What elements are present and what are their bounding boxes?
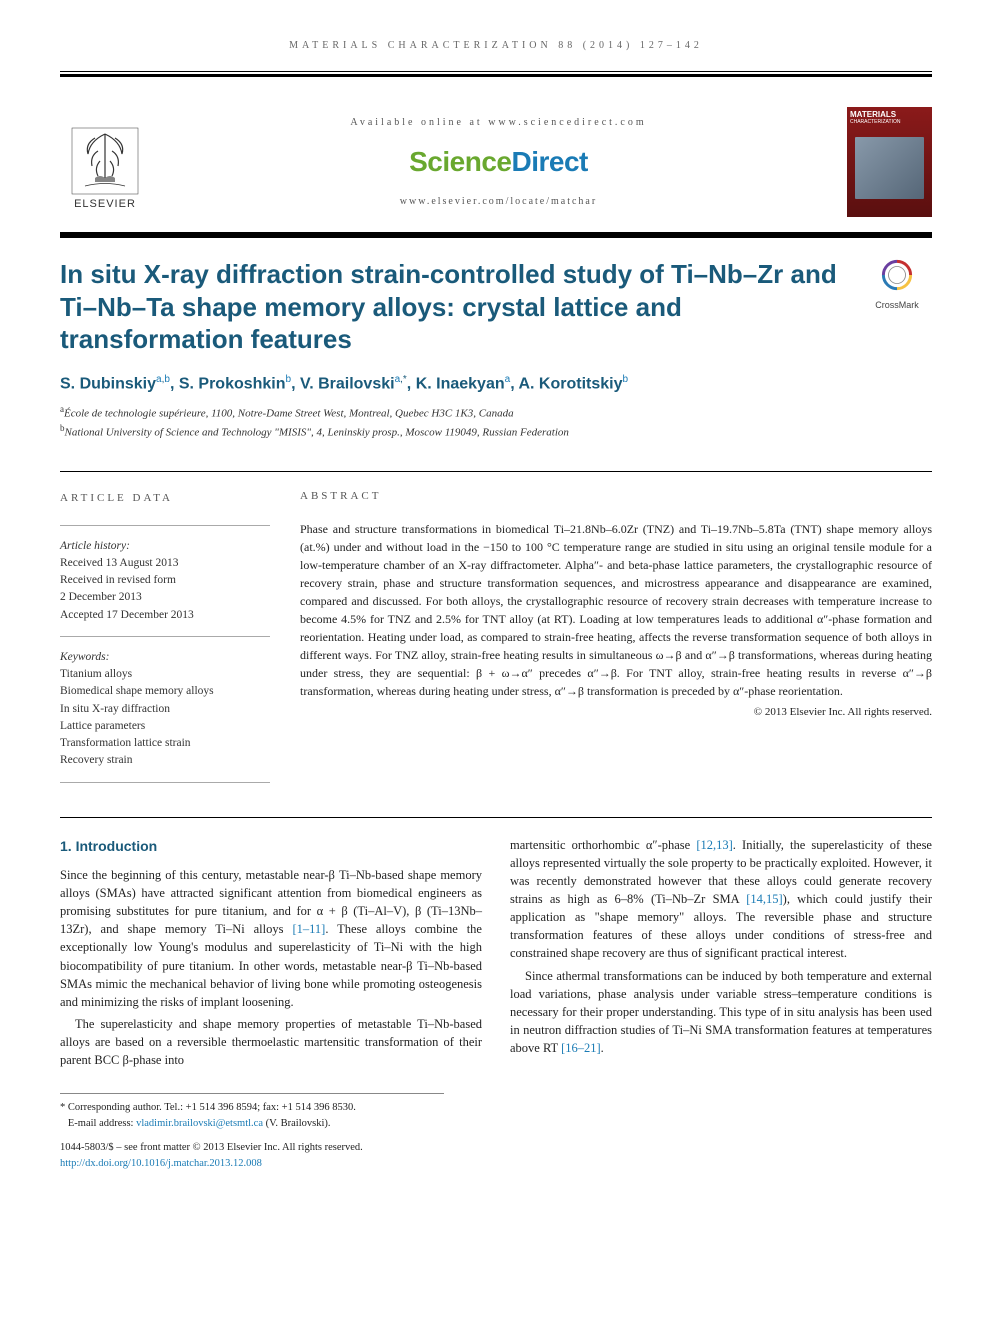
revised-1: Received in revised form	[60, 572, 270, 589]
article-data: ARTICLE DATA Article history: Received 1…	[60, 490, 270, 795]
elsevier-tree-icon	[70, 126, 140, 196]
section-heading: 1. Introduction	[60, 836, 482, 856]
elsevier-logo: ELSEVIER	[60, 115, 150, 210]
abstract-copyright: © 2013 Elsevier Inc. All rights reserved…	[300, 706, 932, 718]
keyword: Titanium alloys	[60, 666, 270, 683]
body-rule	[60, 817, 932, 818]
affiliation-b: bNational University of Science and Tech…	[60, 422, 932, 441]
journal-cover: MATERIALS CHARACTERIZATION	[847, 107, 932, 217]
running-head: MATERIALS CHARACTERIZATION 88 (2014) 127…	[60, 40, 932, 72]
footer-final: 1044-5803/$ – see front matter © 2013 El…	[60, 1140, 932, 1172]
page: MATERIALS CHARACTERIZATION 88 (2014) 127…	[0, 0, 992, 1211]
cover-title: MATERIALS	[847, 107, 932, 119]
history-label: Article history:	[60, 538, 270, 555]
received: Received 13 August 2013	[60, 555, 270, 572]
keyword: In situ X-ray diffraction	[60, 701, 270, 718]
abstract-label: ABSTRACT	[300, 490, 932, 502]
sciencedirect-logo[interactable]: ScienceDirect	[170, 146, 827, 178]
issn-line: 1044-5803/$ – see front matter © 2013 El…	[60, 1140, 932, 1156]
meta-grid: ARTICLE DATA Article history: Received 1…	[60, 471, 932, 795]
crossmark-icon	[880, 258, 914, 292]
affiliation-a: aÉcole de technologie supérieure, 1100, …	[60, 403, 932, 422]
crossmark-label: CrossMark	[862, 300, 932, 310]
authors: S. Dubinskiya,b, S. Prokoshkinb, V. Brai…	[60, 374, 932, 393]
sd-direct: Direct	[511, 146, 587, 177]
running-head-rule	[60, 74, 932, 77]
cover-subtitle: CHARACTERIZATION	[847, 119, 932, 125]
keyword: Lattice parameters	[60, 718, 270, 735]
keyword: Biomedical shape memory alloys	[60, 683, 270, 700]
cover-image	[855, 137, 924, 199]
body-columns: 1. Introduction Since the beginning of t…	[60, 836, 932, 1074]
journal-header: ELSEVIER Available online at www.science…	[60, 97, 932, 232]
corresponding-footer: * Corresponding author. Tel.: +1 514 396…	[60, 1093, 444, 1132]
body-p1: Since the beginning of this century, met…	[60, 866, 482, 1011]
elsevier-name: ELSEVIER	[74, 198, 136, 210]
sd-science: Science	[409, 146, 511, 177]
available-online: Available online at www.sciencedirect.co…	[170, 117, 827, 128]
abstract-block: ABSTRACT Phase and structure transformat…	[300, 490, 932, 795]
accepted: Accepted 17 December 2013	[60, 607, 270, 624]
body-p2: The superelasticity and shape memory pro…	[60, 1015, 482, 1069]
article-title: In situ X-ray diffraction strain-control…	[60, 258, 842, 356]
body-p3: martensitic orthorhombic α″-phase [12,13…	[510, 836, 932, 963]
journal-url[interactable]: www.elsevier.com/locate/matchar	[170, 196, 827, 207]
body-p4: Since athermal transformations can be in…	[510, 967, 932, 1058]
affiliations: aÉcole de technologie supérieure, 1100, …	[60, 403, 932, 441]
email-link[interactable]: vladimir.brailovski@etsmtl.ca	[136, 1118, 263, 1129]
doi-link[interactable]: http://dx.doi.org/10.1016/j.matchar.2013…	[60, 1158, 262, 1169]
abstract-text: Phase and structure transformations in b…	[300, 520, 932, 700]
crossmark-badge[interactable]: CrossMark	[862, 258, 932, 310]
keyword: Recovery strain	[60, 752, 270, 769]
corresponding: * Corresponding author. Tel.: +1 514 396…	[60, 1100, 444, 1116]
keyword: Transformation lattice strain	[60, 735, 270, 752]
header-center: Available online at www.sciencedirect.co…	[150, 117, 847, 207]
header-rule	[60, 232, 932, 238]
revised-2: 2 December 2013	[60, 589, 270, 606]
article-data-label: ARTICLE DATA	[60, 490, 270, 507]
keywords-label: Keywords:	[60, 649, 270, 666]
email-line: E-mail address: vladimir.brailovski@etsm…	[60, 1116, 444, 1132]
title-row: In situ X-ray diffraction strain-control…	[60, 258, 932, 356]
